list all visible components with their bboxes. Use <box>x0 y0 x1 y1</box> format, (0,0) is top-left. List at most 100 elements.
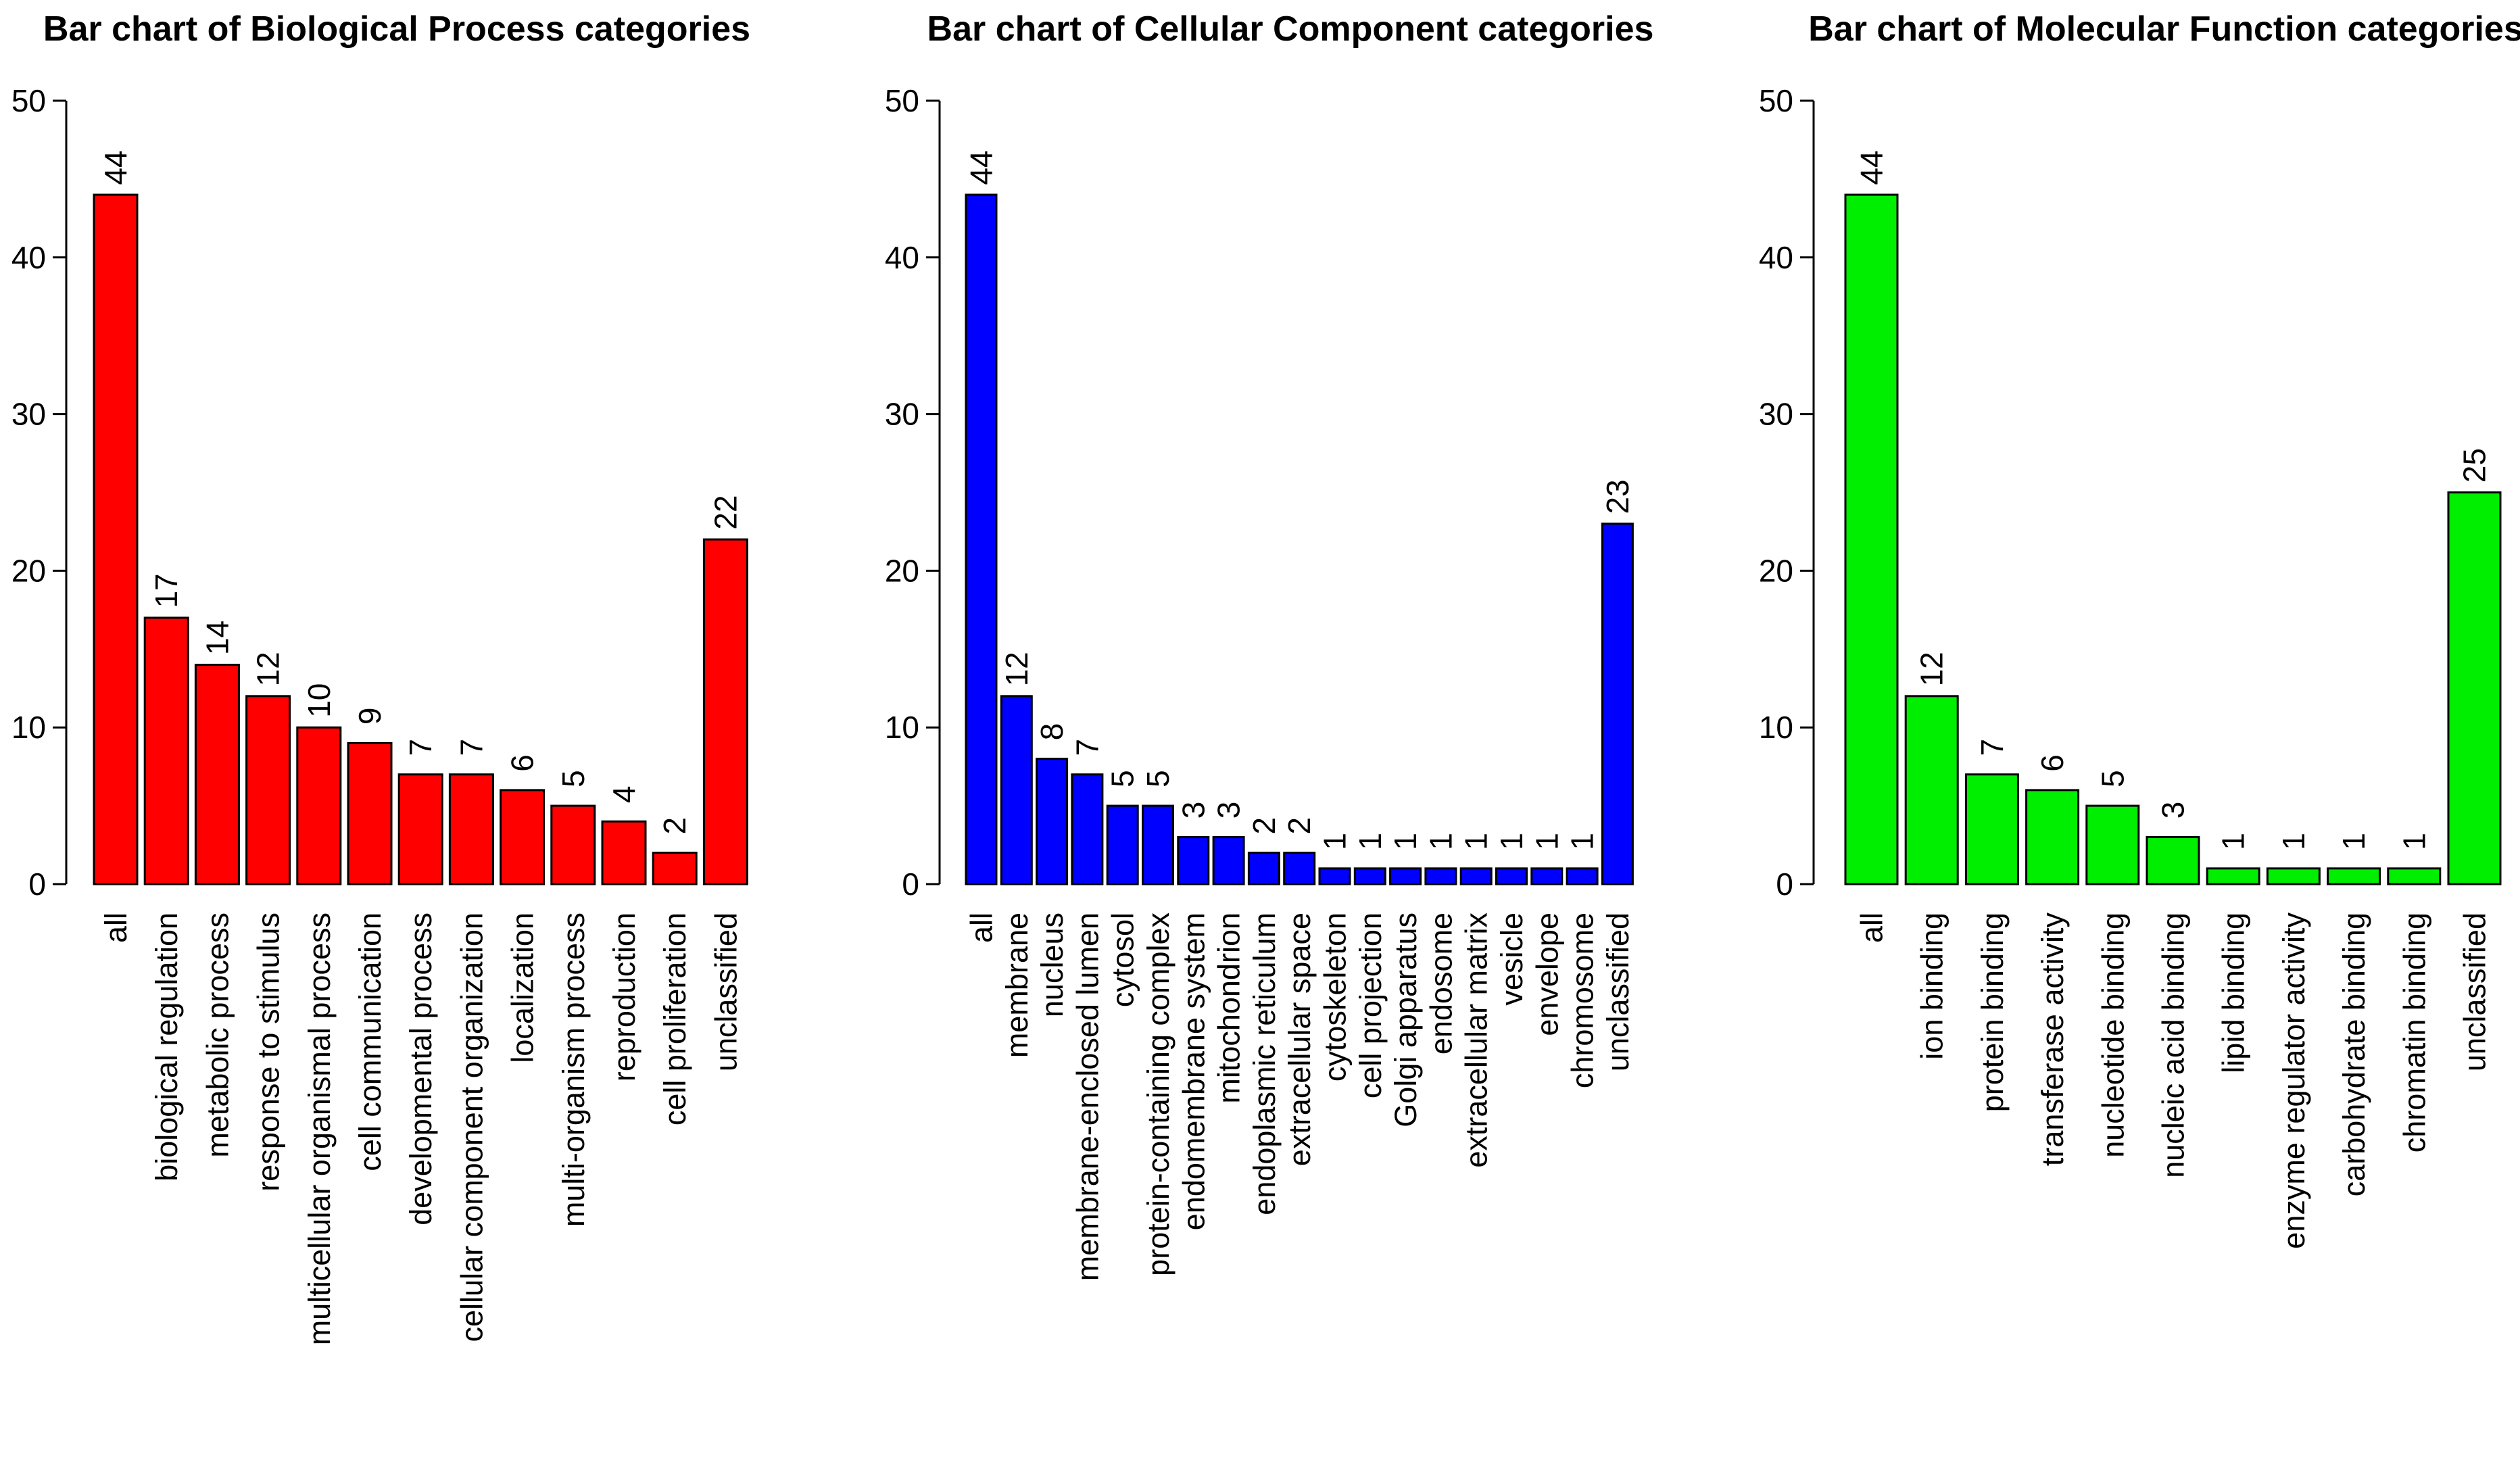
category-label: ion binding <box>1915 912 1949 1060</box>
bar <box>1424 867 1457 885</box>
category-label: carbohydrate binding <box>2337 912 2371 1196</box>
value-label: 1 <box>2396 833 2431 850</box>
bar <box>2387 867 2442 885</box>
value-label: 1 <box>1353 833 1388 850</box>
category-label: all <box>99 912 133 943</box>
category-label: transferase activity <box>2035 912 2070 1167</box>
bar <box>1844 193 1899 885</box>
category-label: membrane-enclosed lumen <box>1070 912 1105 1281</box>
bar <box>1247 852 1280 885</box>
value-label: 3 <box>1176 802 1211 819</box>
value-label: 5 <box>1140 770 1176 787</box>
category-label: metabolic process <box>200 912 235 1158</box>
category-label: chromosome <box>1566 912 1600 1088</box>
value-label: 6 <box>2035 754 2070 772</box>
value-label: 1 <box>1529 833 1564 850</box>
bar <box>1601 522 1634 885</box>
category-label: cytoskeleton <box>1318 912 1353 1081</box>
category-label: nucleotide binding <box>2095 912 2130 1158</box>
bar <box>194 663 240 885</box>
category-label: unclassified <box>708 912 743 1071</box>
bar <box>702 538 748 885</box>
value-label: 14 <box>199 620 235 655</box>
bar <box>93 193 139 885</box>
bar <box>1389 867 1422 885</box>
bar <box>1318 867 1351 885</box>
value-label: 9 <box>352 708 387 725</box>
bar <box>601 820 647 885</box>
bar <box>2085 804 2140 885</box>
category-label: reproduction <box>607 912 641 1081</box>
y-tick-label: 40 <box>1759 240 1793 275</box>
bar <box>2146 835 2200 885</box>
value-label: 1 <box>2216 833 2251 850</box>
bar <box>1212 835 1245 885</box>
y-tick-label: 0 <box>1776 867 1793 902</box>
chart-cellular-component: Bar chart of Cellular Component categori… <box>885 9 1654 1281</box>
category-label: enzyme regulator activity <box>2277 912 2311 1249</box>
bar <box>347 741 393 885</box>
value-label: 44 <box>964 150 999 185</box>
y-tick-label: 0 <box>28 867 46 902</box>
value-label: 44 <box>1854 150 1889 185</box>
category-label: protein-containing complex <box>1141 912 1176 1276</box>
bar <box>2447 491 2502 885</box>
bar <box>1495 867 1528 885</box>
value-label: 7 <box>1069 739 1105 756</box>
category-label: protein binding <box>1975 912 2010 1112</box>
value-label: 12 <box>1914 652 1949 686</box>
category-label: unclassified <box>2458 912 2492 1071</box>
value-label: 1 <box>1388 833 1423 850</box>
y-tick-label: 30 <box>11 397 46 432</box>
category-label: extracellular matrix <box>1459 912 1494 1168</box>
category-label: nucleus <box>1035 912 1069 1017</box>
category-label: nucleic acid binding <box>2156 912 2191 1178</box>
y-tick-label: 10 <box>1759 710 1793 745</box>
bar <box>1904 695 1959 885</box>
bar <box>1459 867 1493 885</box>
value-label: 44 <box>98 150 133 185</box>
value-label: 1 <box>1494 833 1529 850</box>
value-label: 2 <box>657 817 692 835</box>
category-label: response to stimulus <box>251 912 286 1192</box>
category-label: chromatin binding <box>2397 912 2431 1152</box>
y-tick-label: 50 <box>1759 83 1793 118</box>
bar <box>652 852 698 885</box>
value-label: 1 <box>1423 833 1458 850</box>
y-tick-label: 40 <box>885 240 919 275</box>
category-label: unclassified <box>1601 912 1635 1071</box>
value-label: 1 <box>2336 833 2371 850</box>
value-label: 12 <box>251 652 286 686</box>
bar <box>2025 789 2080 885</box>
bar <box>2206 867 2260 885</box>
category-label: all <box>965 912 999 943</box>
category-label: multi-organism process <box>556 912 591 1227</box>
y-tick-label: 20 <box>885 553 919 588</box>
category-label: extracellular space <box>1282 912 1317 1166</box>
y-tick-label: 20 <box>1759 553 1793 588</box>
bar <box>1106 804 1139 885</box>
bar <box>550 804 596 885</box>
bar <box>1071 773 1104 885</box>
category-label: cell communication <box>353 912 387 1171</box>
bar <box>2327 867 2381 885</box>
category-label: Golgi apparatus <box>1388 912 1423 1127</box>
bar <box>448 773 494 885</box>
bar <box>1566 867 1599 885</box>
bar <box>500 789 546 885</box>
value-label: 1 <box>2276 833 2311 850</box>
value-label: 5 <box>556 770 591 787</box>
bar <box>1283 852 1316 885</box>
value-label: 7 <box>403 739 438 756</box>
value-label: 7 <box>1974 739 2010 756</box>
value-label: 1 <box>1317 833 1353 850</box>
bar <box>965 193 998 885</box>
value-label: 5 <box>1105 770 1140 787</box>
y-tick-label: 40 <box>11 240 46 275</box>
value-label: 1 <box>1565 833 1600 850</box>
chart-molecular-function: Bar chart of Molecular Function categori… <box>1759 9 2520 1249</box>
category-label: lipid binding <box>2216 912 2251 1073</box>
category-label: cellular component organization <box>454 912 489 1342</box>
